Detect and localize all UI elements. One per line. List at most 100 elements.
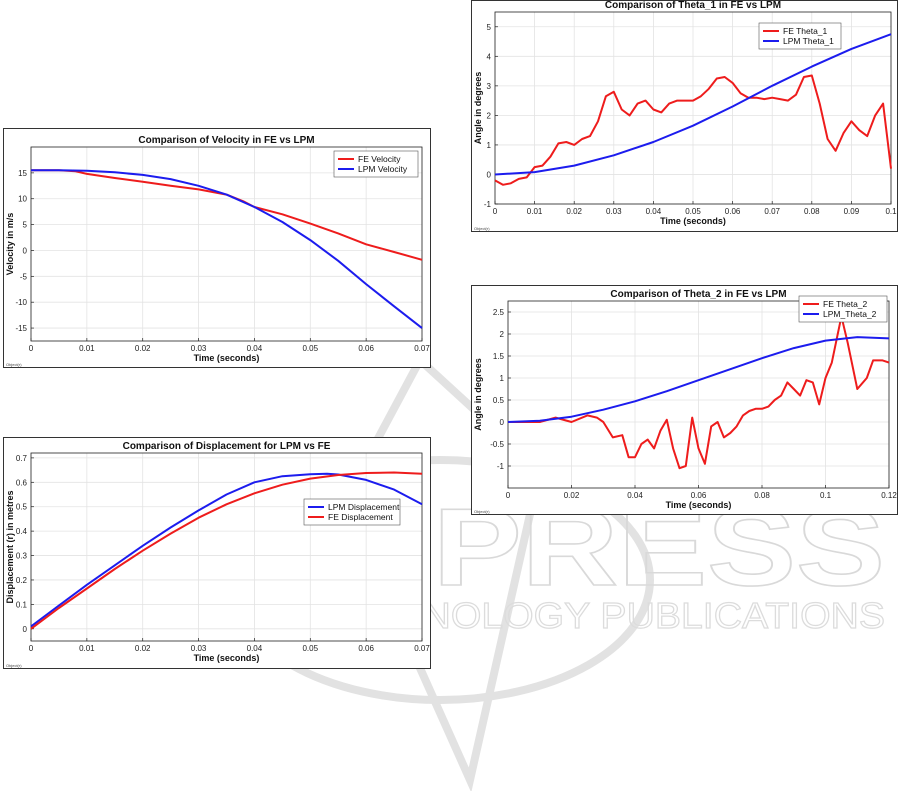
x-tick-label: 0.04: [627, 491, 643, 500]
y-tick-label: 1: [487, 141, 492, 150]
legend-label: LPM Velocity: [358, 164, 408, 174]
x-tick-label: 0.07: [414, 644, 430, 653]
legend-label: FE Displacement: [328, 512, 393, 522]
x-tick-label: 0.08: [754, 491, 770, 500]
x-axis-label: Time (seconds): [666, 500, 732, 510]
legend-box: [798, 295, 888, 323]
x-tick-label: 0: [29, 344, 34, 353]
x-tick-label: 0: [506, 491, 511, 500]
y-tick-label: 1: [500, 374, 505, 383]
x-tick-label: 0.03: [606, 207, 622, 216]
x-tick-label: 0.08: [804, 207, 820, 216]
legend-box: [303, 498, 401, 526]
y-tick-label: 2: [487, 111, 492, 120]
y-tick-label: 0.7: [16, 454, 28, 463]
legend-label: FE Theta_1: [783, 26, 828, 36]
x-tick-label: 0.02: [566, 207, 582, 216]
x-tick-label: 0.07: [414, 344, 430, 353]
corner-label: Object(r): [6, 362, 22, 367]
x-tick-label: 0.06: [358, 344, 374, 353]
y-tick-label: 4: [487, 52, 492, 61]
x-tick-label: 0.01: [79, 644, 95, 653]
chart-title: Comparison of Velocity in FE vs LPM: [138, 135, 314, 146]
legend-box: [758, 22, 842, 50]
x-tick-label: 0.04: [646, 207, 662, 216]
x-tick-label: 0.07: [764, 207, 780, 216]
series-line-1: [30, 471, 423, 630]
y-tick-label: 0.3: [16, 552, 28, 561]
displacement-svg: 0 0.01 0.02 0.03 0.04 0.05 0.06 0.07 0 0.1 0.2 0.3 0…: [5, 441, 430, 668]
x-tick-label: 0: [493, 207, 498, 216]
y-tick-label: 2: [500, 330, 505, 339]
legend-label: LPM Theta_1: [783, 36, 834, 46]
theta2-svg: 0 0.02 0.04 0.06 0.08 0.1 0.12 -1 -0.5 0 0.5 1 1.5 2 2…: [473, 289, 897, 514]
series-line-1: [494, 33, 892, 176]
x-tick-label: 0.06: [691, 491, 707, 500]
chart-title: Comparison of Displacement for LPM vs FE: [123, 441, 331, 452]
y-tick-label: 2.5: [493, 308, 505, 317]
y-axis-label: Velocity in m/s: [5, 213, 15, 276]
chart-title: Comparison of Theta_1 in FE vs LPM: [605, 1, 781, 11]
y-tick-label: 0.5: [16, 503, 28, 512]
y-tick-label: -5: [20, 272, 28, 281]
y-axis-label: Displacement (r) in metres: [5, 490, 15, 603]
y-tick-label: -1: [497, 462, 505, 471]
y-tick-label: -0.5: [490, 440, 504, 449]
y-tick-label: 0.2: [16, 576, 28, 585]
x-tick-label: 0.1: [885, 207, 897, 216]
velocity-svg: 0 0.01 0.02 0.03 0.04 0.05 0.06 0.07 -15 -10 -5 0 5 1…: [5, 135, 430, 367]
y-axis-label: Angle in degrees: [473, 358, 483, 431]
x-tick-label: 0.04: [247, 644, 263, 653]
x-axis-label: Time (seconds): [194, 353, 260, 363]
legend-label: FE Velocity: [358, 154, 401, 164]
y-axis-label: Angle in degrees: [473, 72, 483, 145]
x-tick-label: 0.1: [820, 491, 832, 500]
y-tick-label: -1: [484, 200, 492, 209]
series-line-0: [494, 74, 892, 186]
displacement-chart-panel: 0 0.01 0.02 0.03 0.04 0.05 0.06 0.07 0 0.1 0.2 0.3 0…: [3, 437, 431, 669]
x-tick-label: 0.02: [135, 344, 151, 353]
velocity-chart-panel: 0 0.01 0.02 0.03 0.04 0.05 0.06 0.07 -15 -10 -5 0 5 1…: [3, 128, 431, 368]
y-tick-label: 0.4: [16, 527, 28, 536]
x-tick-label: 0.06: [725, 207, 741, 216]
series-line-1: [507, 336, 890, 423]
y-tick-label: 15: [18, 169, 27, 178]
y-tick-label: -10: [15, 298, 27, 307]
y-tick-label: 5: [487, 23, 492, 32]
y-tick-label: 3: [487, 82, 492, 91]
x-axis-label: Time (seconds): [660, 216, 726, 226]
y-tick-label: 5: [23, 221, 28, 230]
y-tick-label: 0.5: [493, 396, 505, 405]
chart-title: Comparison of Theta_2 in FE vs LPM: [610, 289, 786, 300]
x-tick-label: 0.01: [527, 207, 543, 216]
theta1-chart-panel: 0 0.01 0.02 0.03 0.04 0.05 0.06 0.07 0.08 0.09 0.1…: [471, 0, 898, 232]
theta1-svg: 0 0.01 0.02 0.03 0.04 0.05 0.06 0.07 0.08 0.09 0.1…: [473, 1, 897, 231]
series-line-0: [508, 315, 890, 470]
series-line-0: [31, 169, 423, 261]
x-tick-label: 0.02: [564, 491, 580, 500]
corner-label: Object(r): [474, 509, 490, 514]
y-tick-label: 0.1: [16, 600, 28, 609]
y-tick-label: 0: [500, 418, 505, 427]
legend-box: [333, 150, 419, 178]
x-tick-label: 0.06: [358, 644, 374, 653]
y-tick-label: 1.5: [493, 352, 505, 361]
y-tick-label: 0.6: [16, 478, 28, 487]
x-tick-label: 0.04: [247, 344, 263, 353]
y-tick-label: 10: [18, 195, 27, 204]
x-tick-label: 0.02: [135, 644, 151, 653]
y-tick-label: 0: [23, 625, 28, 634]
plot-area-frame: [30, 452, 423, 642]
x-tick-label: 0.05: [302, 644, 318, 653]
theta2-chart-panel: 0 0.02 0.04 0.06 0.08 0.1 0.12 -1 -0.5 0 0.5 1 1.5 2 2…: [471, 285, 898, 515]
y-tick-label: 0: [487, 170, 492, 179]
x-tick-label: 0.12: [881, 491, 897, 500]
x-tick-label: 0: [29, 644, 34, 653]
series-line-1: [31, 169, 423, 329]
x-tick-label: 0.05: [302, 344, 318, 353]
x-tick-label: 0.03: [191, 344, 207, 353]
x-axis-label: Time (seconds): [194, 653, 260, 663]
y-tick-label: 0: [23, 246, 28, 255]
x-tick-label: 0.09: [844, 207, 860, 216]
corner-label: Object(r): [6, 663, 22, 668]
